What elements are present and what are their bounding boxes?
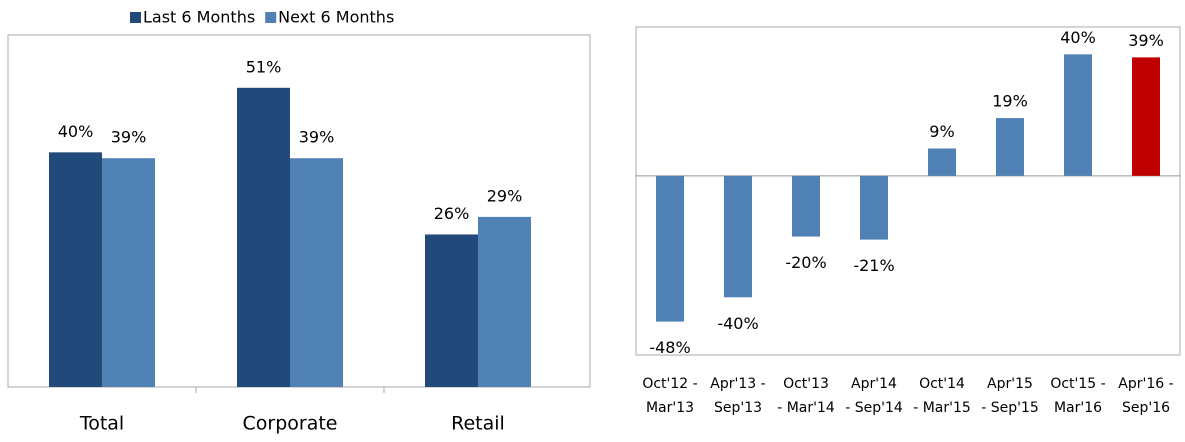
bar <box>478 216 531 387</box>
data-label: 40% <box>1060 28 1096 47</box>
data-label: 26% <box>434 204 470 223</box>
x-tick-label: - Mar'14 <box>777 400 835 416</box>
x-tick-label: Retail <box>451 413 505 435</box>
x-tick-label: Apr'13 - <box>710 376 765 392</box>
bar <box>656 175 684 322</box>
x-tick-label: - Mar'15 <box>913 400 971 416</box>
bar <box>792 175 820 237</box>
x-tick-label: Apr'16 - <box>1118 376 1173 392</box>
data-label: -48% <box>649 338 690 357</box>
bar <box>237 87 290 388</box>
legend-label: Next 6 Months <box>278 8 394 27</box>
data-label: 40% <box>58 122 94 141</box>
x-tick-label: - Sep'15 <box>981 400 1039 416</box>
data-label: -21% <box>853 256 894 275</box>
x-tick-label: Oct'15 - <box>1050 376 1105 392</box>
data-label: 9% <box>929 122 954 141</box>
plot-frame <box>635 26 1181 356</box>
x-tick-label: Oct'13 <box>783 376 829 392</box>
x-tick-label: Mar'16 <box>1054 400 1102 416</box>
bar <box>860 175 888 240</box>
data-label: 39% <box>111 128 147 147</box>
x-tick-label: Apr'15 <box>987 376 1033 392</box>
x-tick-label: Mar'13 <box>646 400 694 416</box>
x-tick-label: Corporate <box>243 413 338 435</box>
bar <box>928 148 956 176</box>
data-label: 19% <box>992 92 1028 111</box>
bar <box>290 158 343 387</box>
x-tick-label: - Sep'14 <box>845 400 903 416</box>
x-tick-label: Oct'14 <box>919 376 965 392</box>
data-label: 29% <box>487 186 523 205</box>
x-tick-label: Total <box>79 413 124 435</box>
data-label: 51% <box>246 57 282 76</box>
bar <box>1064 54 1092 176</box>
bar <box>724 175 752 298</box>
data-label: 39% <box>299 128 335 147</box>
legend-swatch <box>130 12 141 23</box>
bar <box>996 118 1024 176</box>
legend-label: Last 6 Months <box>143 8 255 27</box>
x-tick-label: Oct'12 - <box>642 376 697 392</box>
x-tick-label: Apr'14 <box>851 376 897 392</box>
x-tick-label: Sep'13 <box>714 400 762 416</box>
data-label: -40% <box>717 314 758 333</box>
bar <box>102 158 155 387</box>
bar <box>425 234 478 387</box>
bar <box>1132 57 1160 176</box>
x-tick-label: Sep'16 <box>1122 400 1170 416</box>
data-label: -20% <box>785 253 826 272</box>
legend-swatch <box>265 12 277 23</box>
data-label: 39% <box>1128 31 1164 50</box>
bar <box>49 152 102 387</box>
